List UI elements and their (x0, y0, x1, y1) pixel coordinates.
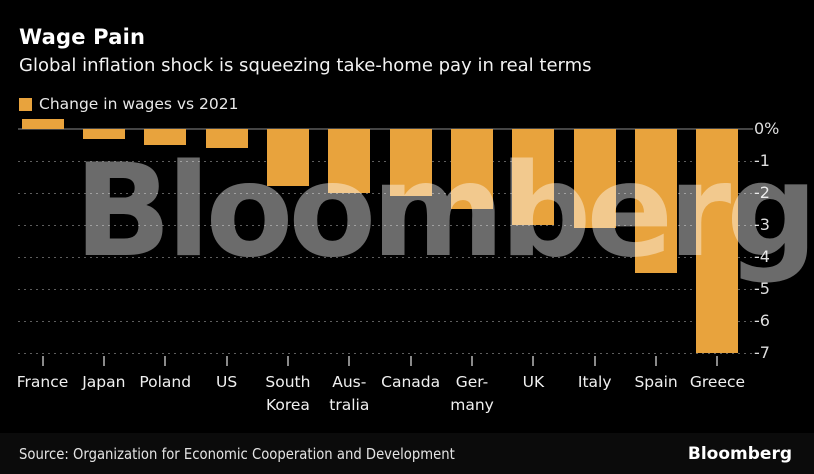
y-axis-tick-label: -2 (754, 182, 770, 202)
y-axis-tick-label: -1 (754, 150, 770, 170)
bar (573, 129, 616, 228)
y-axis-tick-label: -4 (754, 246, 770, 266)
x-axis-tick (655, 356, 658, 366)
x-axis-category-label: Japan (82, 373, 126, 391)
bar (696, 129, 739, 353)
x-axis-category-label: South Korea (265, 373, 311, 414)
y-axis-tick-label: -5 (754, 278, 770, 298)
bar (266, 129, 309, 187)
x-axis-category-label: Greece (689, 373, 746, 391)
bar (512, 129, 555, 225)
grid-line (18, 352, 753, 354)
grid-line (18, 192, 753, 194)
zero-axis-line (18, 128, 753, 130)
footer: Source: Organization for Economic Cooper… (0, 433, 814, 474)
x-axis-tick (593, 356, 596, 366)
bloomberg-logo: Bloomberg (687, 443, 792, 464)
x-axis-category-label: UK (522, 373, 545, 391)
bar (635, 129, 678, 273)
chart-subtitle: Global inflation shock is squeezing take… (19, 55, 592, 76)
y-axis-tick-label: 0% (754, 119, 780, 138)
y-axis-tick-label: -6 (754, 310, 770, 330)
bar (205, 129, 248, 149)
bar (144, 129, 187, 145)
bar (451, 129, 494, 209)
x-axis-tick (164, 356, 167, 366)
grid-line (18, 160, 753, 162)
grid-line (18, 256, 753, 258)
x-axis-category-label: Ger- many (450, 373, 494, 414)
x-axis-tick (286, 356, 289, 366)
x-axis-category-label: Spain (634, 373, 678, 391)
bar (21, 119, 64, 129)
x-axis-tick (225, 356, 228, 366)
legend-swatch-icon (19, 97, 32, 111)
grid-line (18, 224, 753, 226)
chart-title: Wage Pain (19, 25, 146, 49)
y-axis-tick-label: -3 (754, 214, 770, 234)
x-axis-tick (409, 356, 412, 366)
x-axis-tick (716, 356, 719, 366)
grid-line (18, 320, 753, 322)
x-axis-tick (471, 356, 474, 366)
grid-line (18, 288, 753, 290)
x-axis-category-label: US (215, 373, 238, 391)
x-axis-category-label: France (16, 373, 69, 391)
legend-label: Change in wages vs 2021 (39, 95, 239, 113)
x-axis-tick (102, 356, 105, 366)
x-axis-tick (532, 356, 535, 366)
bar (389, 129, 432, 197)
x-axis-category-label: Aus- tralia (329, 373, 370, 414)
legend: Change in wages vs 2021 (19, 95, 239, 113)
x-axis-category-label: Italy (577, 373, 612, 391)
x-axis-category-label: Canada (381, 373, 441, 391)
x-axis-tick (348, 356, 351, 366)
bar (328, 129, 371, 193)
x-axis-tick (41, 356, 44, 366)
x-axis-category-label: Poland (139, 373, 192, 391)
y-axis-tick-label: -7 (754, 342, 770, 362)
bar (82, 129, 125, 139)
source-note: Source: Organization for Economic Cooper… (19, 444, 455, 463)
